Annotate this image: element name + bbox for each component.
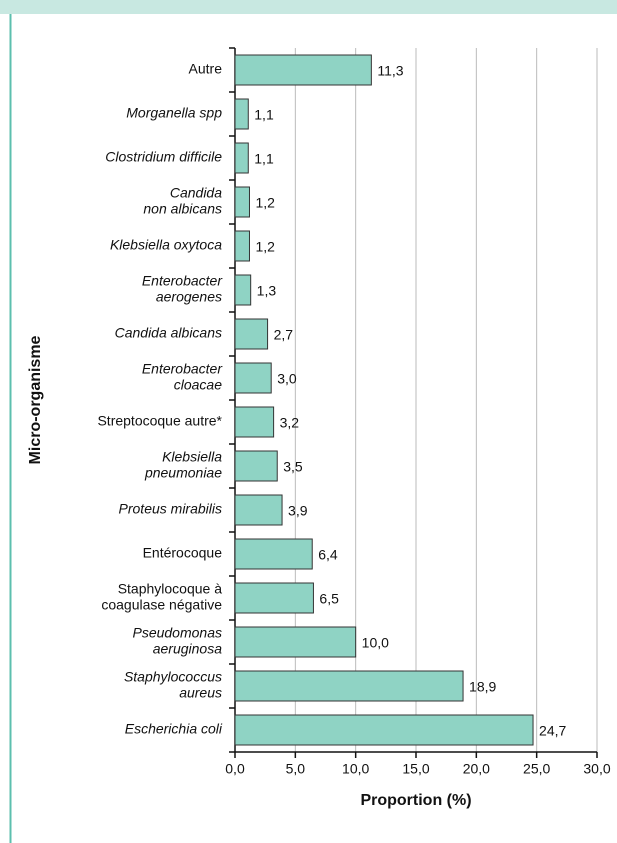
y-tick-label: Staphylocoque à (118, 581, 223, 597)
x-tick-label: 20,0 (463, 761, 490, 777)
bar (234, 54, 372, 86)
bar (234, 274, 252, 306)
bar (234, 450, 278, 482)
value-label: 3,2 (280, 415, 300, 431)
value-label: 1,3 (257, 283, 277, 299)
x-tick-label: 10,0 (342, 761, 369, 777)
y-tick-label: Escherichia coli (125, 721, 223, 737)
value-label: 18,9 (469, 679, 496, 695)
y-tick-label: Candida (170, 185, 222, 201)
x-tick-label: 30,0 (583, 761, 610, 777)
bar (234, 406, 275, 438)
y-tick-label: Streptocoque autre* (97, 413, 222, 429)
y-tick-label: aureus (179, 685, 222, 701)
top-band (0, 0, 617, 14)
y-tick-label: aerogenes (156, 289, 222, 305)
y-axis-title: Micro-organisme (27, 335, 44, 464)
x-tick-label: 25,0 (523, 761, 550, 777)
y-tick-label: Entérocoque (143, 545, 223, 561)
bar (234, 230, 250, 262)
y-tick-label: cloacae (174, 377, 222, 393)
y-tick-label: pneumoniae (144, 465, 222, 481)
value-label: 3,5 (283, 459, 303, 475)
y-tick-label: Proteus mirabilis (119, 501, 222, 517)
bar (234, 582, 314, 614)
value-label: 1,1 (254, 107, 274, 123)
value-label: 6,4 (318, 547, 338, 563)
value-label: 1,1 (254, 151, 274, 167)
bar (234, 670, 464, 702)
y-tick-label: Pseudomonas (132, 625, 222, 641)
y-tick-label: Enterobacter (142, 361, 223, 377)
bar (234, 714, 534, 746)
x-axis-title: Proportion (%) (360, 792, 471, 809)
y-tick-label: Klebsiella (162, 449, 222, 465)
value-label: 24,7 (539, 723, 566, 739)
value-label: 2,7 (274, 327, 294, 343)
bar (234, 98, 249, 130)
y-tick-label: coagulase négative (101, 597, 222, 613)
x-tick-label: 5,0 (286, 761, 306, 777)
value-label: 6,5 (319, 591, 339, 607)
y-tick-label: Morganella spp (126, 105, 222, 121)
value-label: 11,3 (377, 63, 403, 79)
bar (234, 626, 357, 658)
y-tick-label: Klebsiella oxytoca (110, 237, 222, 253)
y-tick-label: Autre (189, 61, 223, 77)
x-tick-label: 0,0 (225, 761, 245, 777)
bar (234, 142, 249, 174)
y-tick-label: Enterobacter (142, 273, 223, 289)
bar (234, 362, 272, 394)
x-tick-label: 15,0 (402, 761, 429, 777)
bar (234, 318, 269, 350)
bar (234, 494, 283, 526)
y-tick-label: Candida albicans (115, 325, 222, 341)
y-tick-label: aeruginosa (153, 641, 222, 657)
bar (234, 538, 313, 570)
bar (234, 186, 250, 218)
y-tick-label: Staphylococcus (124, 669, 222, 685)
y-tick-label: non albicans (143, 201, 222, 217)
value-label: 1,2 (255, 239, 275, 255)
value-label: 3,9 (288, 503, 308, 519)
y-tick-label: Clostridium difficile (105, 149, 222, 165)
value-label: 10,0 (362, 635, 389, 651)
value-label: 1,2 (255, 195, 275, 211)
value-label: 3,0 (277, 371, 297, 387)
